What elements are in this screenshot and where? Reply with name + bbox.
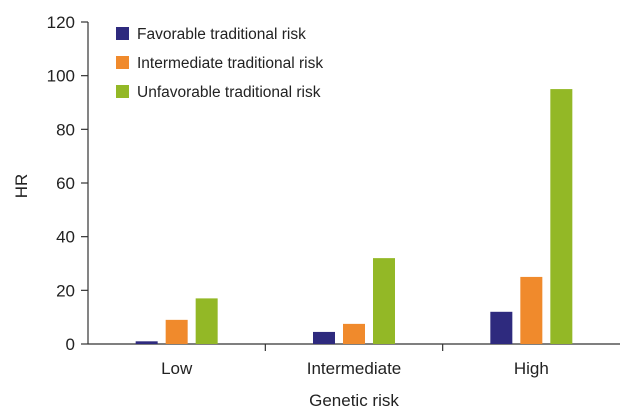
bar-intermediate-high xyxy=(520,276,543,344)
y-tick-label: 100 xyxy=(47,67,75,86)
bar-intermediate-low xyxy=(165,319,188,344)
y-tick-label: 120 xyxy=(47,13,75,32)
bar-favorable-intermediate xyxy=(313,331,335,344)
legend-label: Unfavorable traditional risk xyxy=(137,84,321,101)
y-tick-label: 40 xyxy=(56,228,75,247)
legend-swatch xyxy=(116,56,129,69)
x-axis: Low Intermediate High xyxy=(88,343,620,378)
bars xyxy=(135,89,573,344)
bar-unfavorable-intermediate xyxy=(373,258,395,344)
y-tick-label: 80 xyxy=(56,120,75,139)
x-tick-label: High xyxy=(514,359,549,378)
legend-swatch xyxy=(116,27,129,40)
legend-label: Intermediate traditional risk xyxy=(137,55,323,72)
x-axis-title: Genetic risk xyxy=(309,391,399,410)
legend: Favorable traditional risk Intermediate t… xyxy=(116,26,323,101)
bar-unfavorable-low xyxy=(195,298,218,344)
y-axis: 0 20 40 60 80 100 120 xyxy=(47,13,89,354)
x-tick-label: Low xyxy=(161,359,193,378)
bar-intermediate-intermediate xyxy=(343,323,365,344)
legend-label: Favorable traditional risk xyxy=(137,26,306,43)
y-tick-label: 60 xyxy=(56,174,75,193)
y-axis-title: HR xyxy=(12,174,31,199)
legend-swatch xyxy=(116,85,129,98)
bar-favorable-high xyxy=(490,311,513,344)
y-tick-label: 0 xyxy=(66,335,75,354)
x-tick-label: Intermediate xyxy=(307,359,402,378)
y-tick-label: 20 xyxy=(56,281,75,300)
bar-favorable-low xyxy=(135,341,158,344)
bar-unfavorable-high xyxy=(550,89,573,344)
